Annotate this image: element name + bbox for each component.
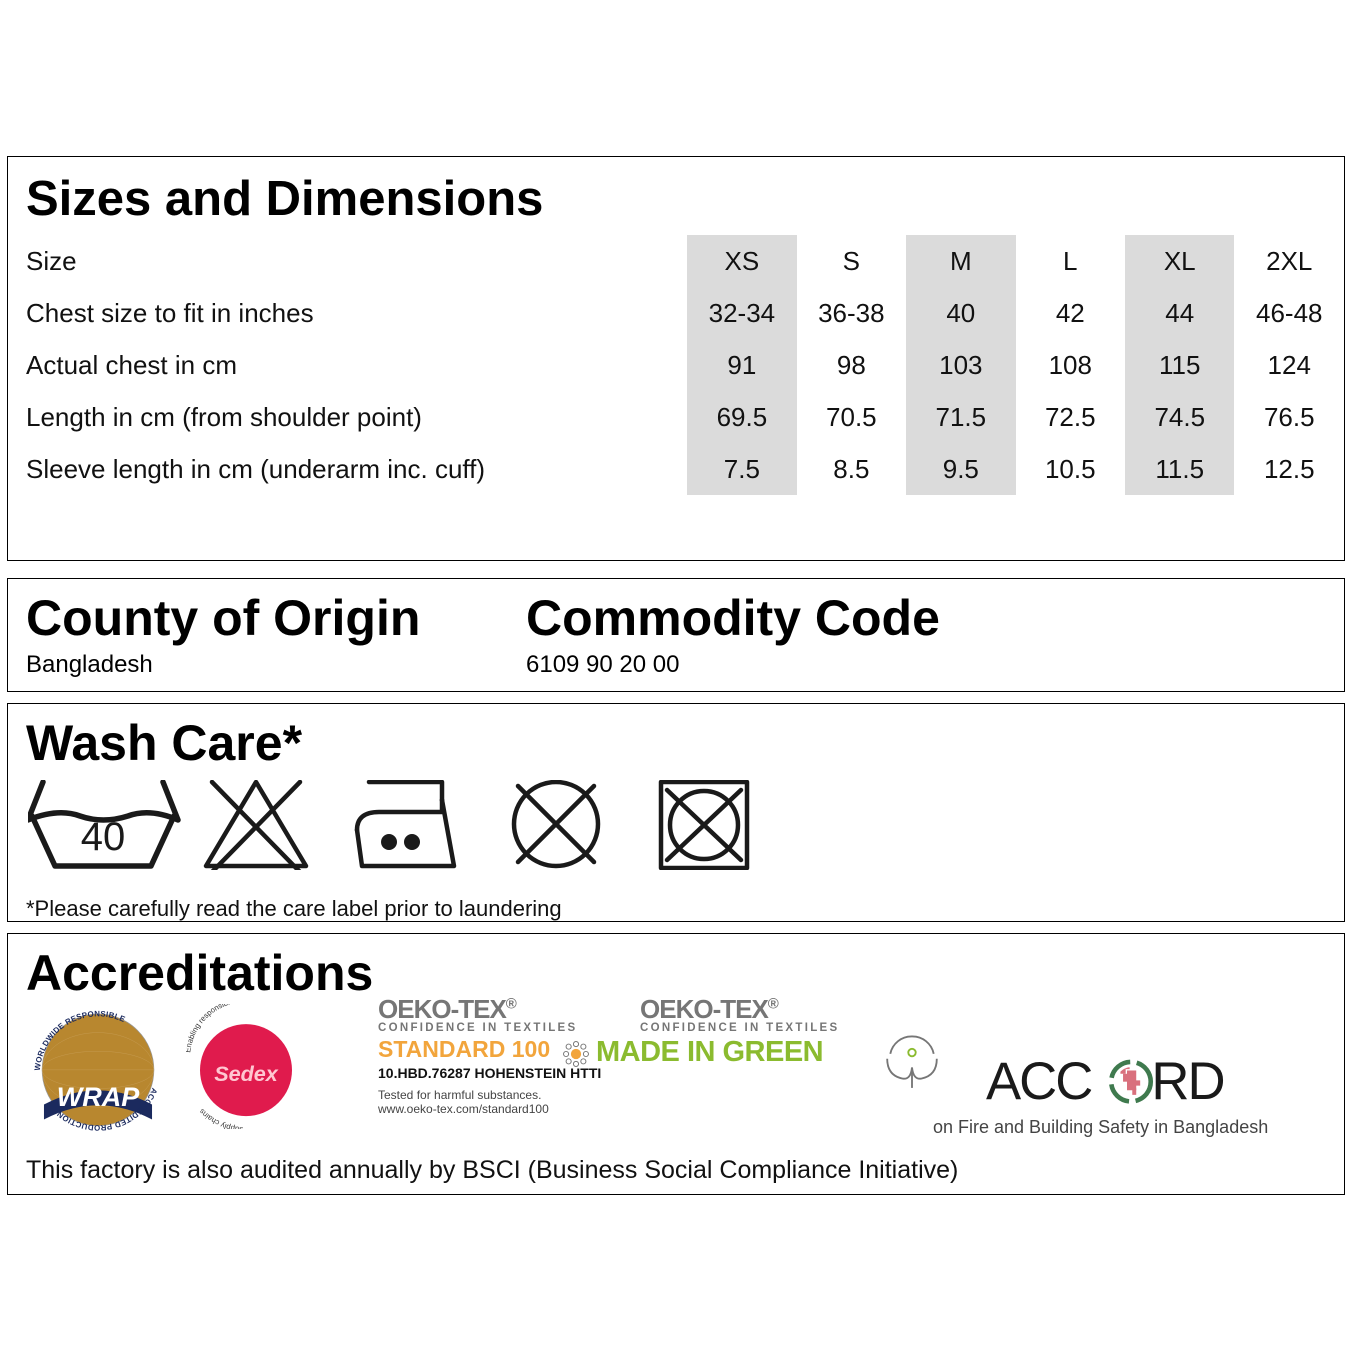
- svg-text:ACC: ACC: [986, 1054, 1092, 1111]
- svg-text:40: 40: [81, 815, 126, 859]
- svg-text:RD: RD: [1151, 1054, 1223, 1111]
- svg-text:WRAP: WRAP: [57, 1082, 140, 1112]
- svg-text:Sedex: Sedex: [214, 1061, 279, 1086]
